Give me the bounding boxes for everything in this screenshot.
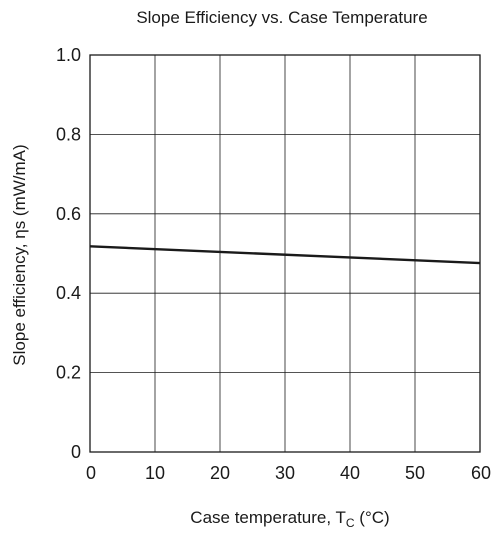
x-axis-label-subscript: C [346, 516, 355, 530]
x-tick-labels: 0 10 20 30 40 50 60 [86, 463, 491, 483]
y-tick-label: 0.4 [56, 283, 81, 303]
x-axis-label: Case temperature, TC (°C) [190, 508, 389, 530]
y-tick-label: 1.0 [56, 45, 81, 65]
x-tick-label: 20 [210, 463, 230, 483]
y-tick-labels: 0 0.2 0.4 0.6 0.8 1.0 [56, 45, 81, 462]
y-axis-label: Slope efficiency, ηs (mW/mA) [10, 144, 29, 365]
x-tick-label: 0 [86, 463, 96, 483]
plot-frame [89, 54, 481, 453]
x-axis-label-unit: (°C) [355, 508, 390, 527]
y-tick-label: 0.2 [56, 363, 81, 383]
x-tick-label: 30 [275, 463, 295, 483]
x-tick-label: 60 [471, 463, 491, 483]
y-tick-label: 0.6 [56, 204, 81, 224]
chart-title: Slope Efficiency vs. Case Temperature [136, 8, 427, 27]
y-tick-label: 0.8 [56, 124, 81, 144]
x-axis-label-main: Case temperature, T [190, 508, 346, 527]
y-tick-label: 0 [71, 442, 81, 462]
x-tick-label: 50 [405, 463, 425, 483]
x-tick-label: 10 [145, 463, 165, 483]
x-tick-label: 40 [340, 463, 360, 483]
series [89, 245, 481, 265]
series-line [89, 245, 481, 265]
